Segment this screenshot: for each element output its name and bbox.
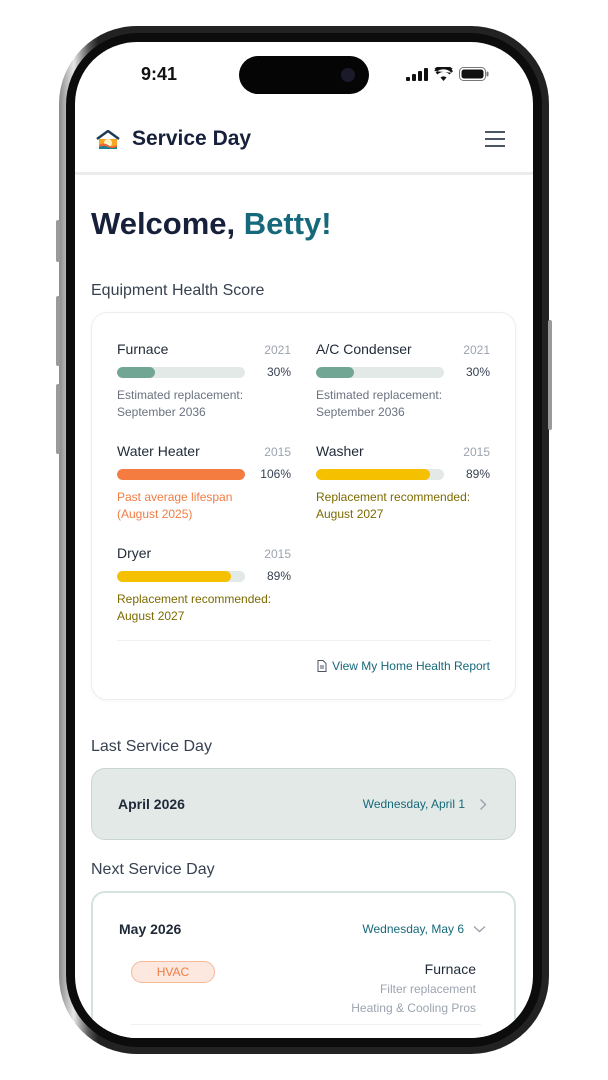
next-service-card[interactable]: May 2026 Wednesday, May 6 HVAC Furnace F… xyxy=(91,891,516,1038)
note-line-1: Replacement recommended: xyxy=(316,490,471,504)
health-bar-fill xyxy=(316,469,430,480)
note-line-2: September 2036 xyxy=(117,405,206,419)
equipment-name: Dryer xyxy=(117,545,152,561)
last-service-date: Wednesday, April 1 xyxy=(362,797,465,811)
install-year: 2015 xyxy=(463,445,490,459)
next-service-date: Wednesday, May 6 xyxy=(362,922,464,936)
note-line-1: Estimated replacement: xyxy=(117,388,244,402)
replacement-note: Replacement recommended: August 2027 xyxy=(117,591,271,625)
health-percent: 89% xyxy=(266,569,291,583)
user-name: Betty! xyxy=(243,206,332,241)
volume-up-button xyxy=(56,296,60,366)
install-year: 2015 xyxy=(264,547,291,561)
note-line-2: September 2036 xyxy=(316,405,405,419)
equipment-item: Furnace 2021 30% Estimated replacement: S… xyxy=(117,341,291,419)
health-bar xyxy=(117,571,245,582)
health-bar xyxy=(117,469,245,480)
health-bar-fill xyxy=(316,367,355,378)
note-line-1: Estimated replacement: xyxy=(316,388,443,402)
health-score-card: View My Home Health Report Furnace 2021 … xyxy=(91,312,516,700)
replacement-note: Estimated replacement: September 2036 xyxy=(117,387,243,421)
equipment-name: Water Heater xyxy=(117,443,200,459)
app-title: Service Day xyxy=(132,127,252,150)
note-line-2: August 2027 xyxy=(316,507,384,521)
equipment-item: Washer 2015 89% Replacement recommended:… xyxy=(316,443,490,521)
screen: 9:41 Service Day Welcome, Betty! Equipme… xyxy=(75,42,533,1038)
camera-icon xyxy=(341,68,355,82)
header-divider xyxy=(75,172,533,175)
health-bar xyxy=(316,469,444,480)
signal-icon xyxy=(406,68,428,81)
note-line-2: (August 2025) xyxy=(117,507,193,521)
health-percent: 30% xyxy=(465,365,490,379)
install-year: 2021 xyxy=(264,343,291,357)
house-sunrise-logo xyxy=(96,130,120,149)
install-year: 2015 xyxy=(264,445,291,459)
last-service-title: Last Service Day xyxy=(91,738,212,755)
health-bar-fill xyxy=(117,571,231,582)
service-equipment: Furnace xyxy=(424,961,476,977)
service-task: Filter replacement xyxy=(379,982,476,996)
health-percent: 30% xyxy=(266,365,291,379)
dynamic-island xyxy=(239,56,369,94)
welcome-greeting: Welcome, xyxy=(91,206,236,241)
install-year: 2021 xyxy=(463,343,490,357)
equipment-item: A/C Condenser 2021 30% Estimated replace… xyxy=(316,341,490,419)
wifi-icon xyxy=(434,67,453,81)
replacement-note: Replacement recommended: August 2027 xyxy=(316,489,470,523)
note-line-2: August 2027 xyxy=(117,609,185,623)
status-icons xyxy=(406,67,489,81)
health-bar xyxy=(117,367,245,378)
health-bar xyxy=(316,367,444,378)
hamburger-icon[interactable] xyxy=(485,131,505,147)
next-service-title: Next Service Day xyxy=(91,861,215,878)
replacement-note: Estimated replacement: September 2036 xyxy=(316,387,442,421)
action-button xyxy=(56,220,60,262)
document-icon xyxy=(317,660,327,672)
next-service-month: May 2026 xyxy=(119,921,182,937)
replacement-note: Past average lifespan (August 2025) xyxy=(117,489,232,523)
welcome-heading: Welcome, Betty! xyxy=(91,206,332,242)
health-percent: 89% xyxy=(465,467,490,481)
power-button xyxy=(548,320,552,430)
card-divider xyxy=(117,640,491,641)
volume-down-button xyxy=(56,384,60,454)
view-report-label: View My Home Health Report xyxy=(332,659,490,673)
note-line-1: Past average lifespan xyxy=(117,490,233,504)
equipment-name: A/C Condenser xyxy=(316,341,412,357)
health-percent: 106% xyxy=(260,467,291,481)
last-service-month: April 2026 xyxy=(118,796,185,812)
chevron-down-icon[interactable] xyxy=(473,925,486,933)
note-line-1: Replacement recommended: xyxy=(117,592,272,606)
view-report-link[interactable]: View My Home Health Report xyxy=(317,659,490,673)
category-badge: HVAC xyxy=(131,961,215,983)
battery-icon xyxy=(459,67,489,81)
status-time: 9:41 xyxy=(141,64,178,84)
chevron-right-icon xyxy=(480,799,487,810)
equipment-name: Washer xyxy=(316,443,364,459)
equipment-item: Dryer 2015 89% Replacement recommended: A… xyxy=(117,545,291,623)
last-service-card[interactable]: April 2026 Wednesday, April 1 xyxy=(91,768,516,840)
equipment-name: Furnace xyxy=(117,341,169,357)
equipment-item: Water Heater 2015 106% Past average life… xyxy=(117,443,291,521)
health-bar-fill xyxy=(117,469,245,480)
health-section-title: Equipment Health Score xyxy=(91,282,265,299)
health-bar-fill xyxy=(117,367,156,378)
service-provider: Heating & Cooling Pros xyxy=(351,1001,476,1015)
item-divider xyxy=(131,1024,481,1025)
